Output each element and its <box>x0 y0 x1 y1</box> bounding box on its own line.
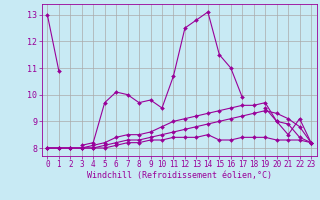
X-axis label: Windchill (Refroidissement éolien,°C): Windchill (Refroidissement éolien,°C) <box>87 171 272 180</box>
